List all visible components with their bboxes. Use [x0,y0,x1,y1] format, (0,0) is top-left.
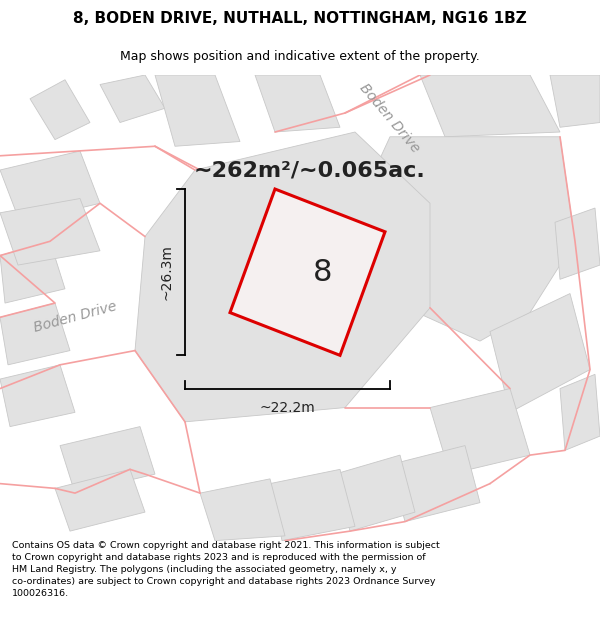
Polygon shape [0,241,65,303]
Polygon shape [560,374,600,451]
Polygon shape [100,75,165,122]
Polygon shape [255,75,340,132]
Text: ~26.3m: ~26.3m [160,244,174,300]
Text: ~262m²/~0.065ac.: ~262m²/~0.065ac. [194,160,426,180]
Polygon shape [555,208,600,279]
Polygon shape [0,151,100,222]
Polygon shape [55,469,145,531]
Text: Boden Drive: Boden Drive [357,81,423,155]
Text: Boden Drive: Boden Drive [32,299,118,335]
Polygon shape [335,455,415,531]
Text: Map shows position and indicative extent of the property.: Map shows position and indicative extent… [120,50,480,62]
Polygon shape [490,294,590,413]
Polygon shape [420,75,560,137]
Polygon shape [0,365,75,427]
Polygon shape [230,189,385,356]
Polygon shape [0,199,100,265]
Text: 8, BODEN DRIVE, NUTHALL, NOTTINGHAM, NG16 1BZ: 8, BODEN DRIVE, NUTHALL, NOTTINGHAM, NG1… [73,11,527,26]
Polygon shape [550,75,600,128]
Polygon shape [60,427,155,493]
Polygon shape [135,132,430,422]
Polygon shape [155,75,240,146]
Text: 8: 8 [313,258,332,287]
Polygon shape [355,137,575,341]
Polygon shape [200,479,285,541]
Polygon shape [30,80,90,139]
Polygon shape [270,469,355,541]
Polygon shape [390,446,480,522]
Polygon shape [0,303,70,365]
Text: ~22.2m: ~22.2m [260,401,316,414]
Text: Contains OS data © Crown copyright and database right 2021. This information is : Contains OS data © Crown copyright and d… [12,541,440,598]
Polygon shape [430,389,530,474]
